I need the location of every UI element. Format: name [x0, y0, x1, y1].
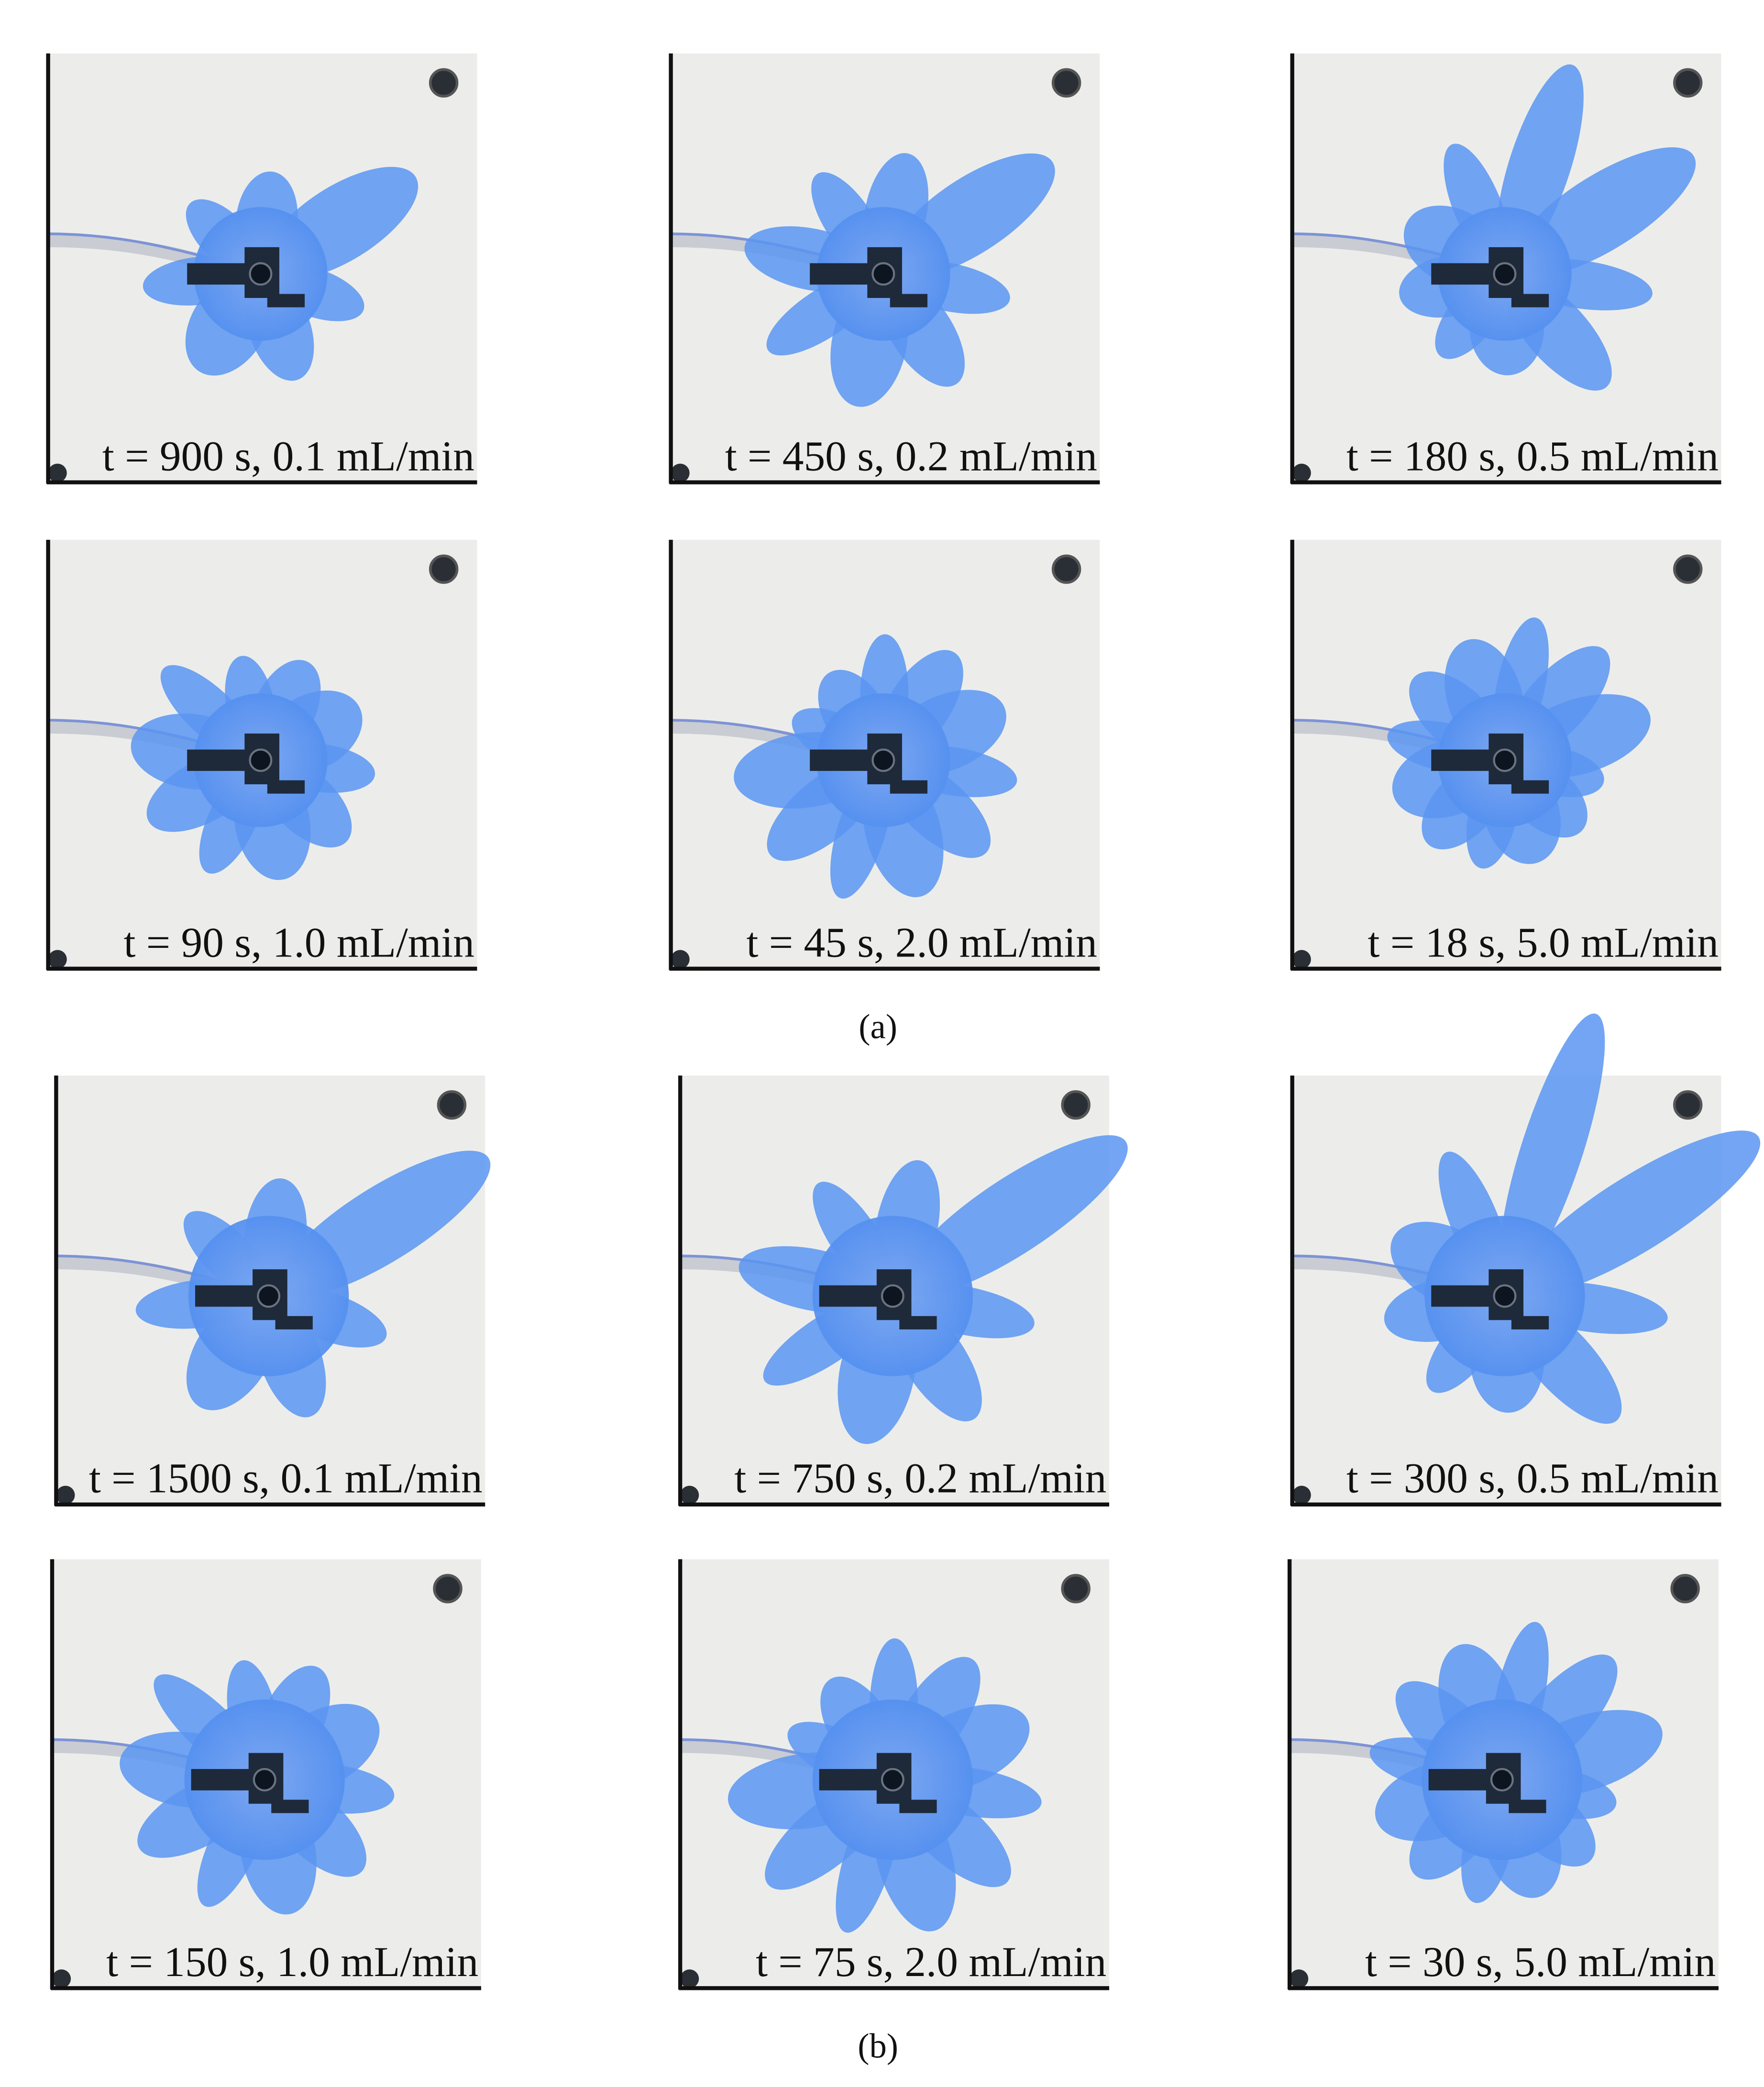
- photo: t = 150 s, 1.0 mL/min: [50, 1559, 481, 1990]
- injector: [187, 749, 247, 771]
- injector: [1431, 749, 1491, 771]
- injector-nut: [871, 262, 895, 286]
- outlet-nut: [429, 554, 459, 584]
- outlet-nut: [671, 950, 690, 969]
- injector: [1511, 294, 1549, 308]
- injector: [187, 263, 247, 285]
- outlet-nut: [52, 1969, 71, 1988]
- outlet-nut: [1673, 554, 1703, 584]
- outlet-nut: [1051, 554, 1081, 584]
- injector: [819, 1285, 880, 1307]
- photo: t = 18 s, 5.0 mL/min: [1290, 539, 1721, 971]
- injector: [890, 294, 927, 308]
- photo: t = 180 s, 0.5 mL/min: [1290, 53, 1721, 484]
- panel-label: (b): [858, 2027, 898, 2065]
- outlet-nut: [1673, 1090, 1703, 1120]
- outlet-nut: [1061, 1574, 1091, 1604]
- injector-nut: [881, 1284, 904, 1308]
- injector-nut: [253, 1768, 276, 1791]
- injector: [1431, 1285, 1491, 1307]
- photo: t = 300 s, 0.5 mL/min: [1290, 1013, 1761, 1507]
- injector: [890, 780, 927, 794]
- outlet-nut: [48, 463, 67, 483]
- photo: t = 900 s, 0.1 mL/min: [46, 53, 477, 484]
- photo: t = 450 s, 0.2 mL/min: [669, 53, 1100, 484]
- injector: [1511, 780, 1549, 794]
- outlet-nut: [1673, 68, 1703, 98]
- image-caption: t = 450 s, 0.2 mL/min: [725, 432, 1097, 480]
- photo: t = 45 s, 2.0 mL/min: [669, 539, 1100, 971]
- displacement-finger: [1514, 1131, 1761, 1296]
- injector: [819, 1769, 880, 1790]
- image-caption: t = 45 s, 2.0 mL/min: [747, 919, 1097, 966]
- injector: [267, 780, 305, 794]
- outlet-nut: [1061, 1090, 1091, 1120]
- injector: [275, 1316, 313, 1329]
- injector: [899, 1316, 937, 1329]
- injector: [810, 263, 870, 285]
- injector-nut: [257, 1284, 281, 1308]
- photo: t = 1500 s, 0.1 mL/min: [54, 1076, 491, 1507]
- outlet-nut: [1290, 1969, 1309, 1988]
- image-caption: t = 30 s, 5.0 mL/min: [1365, 1938, 1716, 1986]
- outlet-nut: [1670, 1574, 1700, 1604]
- outlet-nut: [56, 1485, 75, 1505]
- outlet-nut: [437, 1090, 467, 1120]
- injector: [1511, 1316, 1549, 1329]
- outlet-nut: [1292, 463, 1311, 483]
- injector-nut: [1493, 262, 1517, 286]
- injector: [899, 1800, 937, 1813]
- injector: [267, 294, 305, 308]
- injector-nut: [249, 748, 273, 772]
- image-caption: t = 300 s, 0.5 mL/min: [1346, 1455, 1719, 1502]
- injector-nut: [871, 748, 895, 772]
- image-caption: t = 180 s, 0.5 mL/min: [1346, 432, 1719, 480]
- image-caption: t = 18 s, 5.0 mL/min: [1368, 919, 1719, 966]
- image-caption: t = 90 s, 1.0 mL/min: [124, 919, 474, 966]
- injector: [1509, 1800, 1546, 1813]
- photo: t = 30 s, 5.0 mL/min: [1287, 1559, 1719, 1990]
- outlet-nut: [680, 1485, 699, 1505]
- outlet-nut: [48, 950, 67, 969]
- outlet-nut: [1051, 68, 1081, 98]
- injector: [1431, 263, 1491, 285]
- image-caption: t = 1500 s, 0.1 mL/min: [89, 1455, 483, 1502]
- injector: [191, 1769, 252, 1790]
- injector: [195, 1285, 255, 1307]
- image-caption: t = 750 s, 0.2 mL/min: [734, 1455, 1106, 1502]
- photo: t = 75 s, 2.0 mL/min: [678, 1559, 1109, 1990]
- image-caption: t = 150 s, 1.0 mL/min: [106, 1938, 478, 1986]
- panel-label: (a): [859, 1007, 897, 1046]
- injector-nut: [249, 262, 273, 286]
- outlet-nut: [433, 1574, 463, 1604]
- outlet-nut: [671, 463, 690, 483]
- photo: t = 90 s, 1.0 mL/min: [46, 539, 477, 971]
- outlet-nut: [1292, 1485, 1311, 1505]
- photo: t = 750 s, 0.2 mL/min: [678, 1076, 1128, 1507]
- injector-nut: [1490, 1768, 1514, 1791]
- outlet-nut: [680, 1969, 699, 1988]
- image-caption: t = 75 s, 2.0 mL/min: [756, 1938, 1106, 1986]
- injector-nut: [1493, 748, 1517, 772]
- injector-nut: [1493, 1284, 1517, 1308]
- displacement-finger: [1499, 1013, 1605, 1285]
- injector-nut: [881, 1768, 904, 1791]
- image-caption: t = 900 s, 0.1 mL/min: [102, 432, 474, 480]
- outlet-nut: [429, 68, 459, 98]
- injector: [1428, 1769, 1489, 1790]
- injector: [810, 749, 870, 771]
- injector: [271, 1800, 309, 1813]
- outlet-nut: [1292, 950, 1311, 969]
